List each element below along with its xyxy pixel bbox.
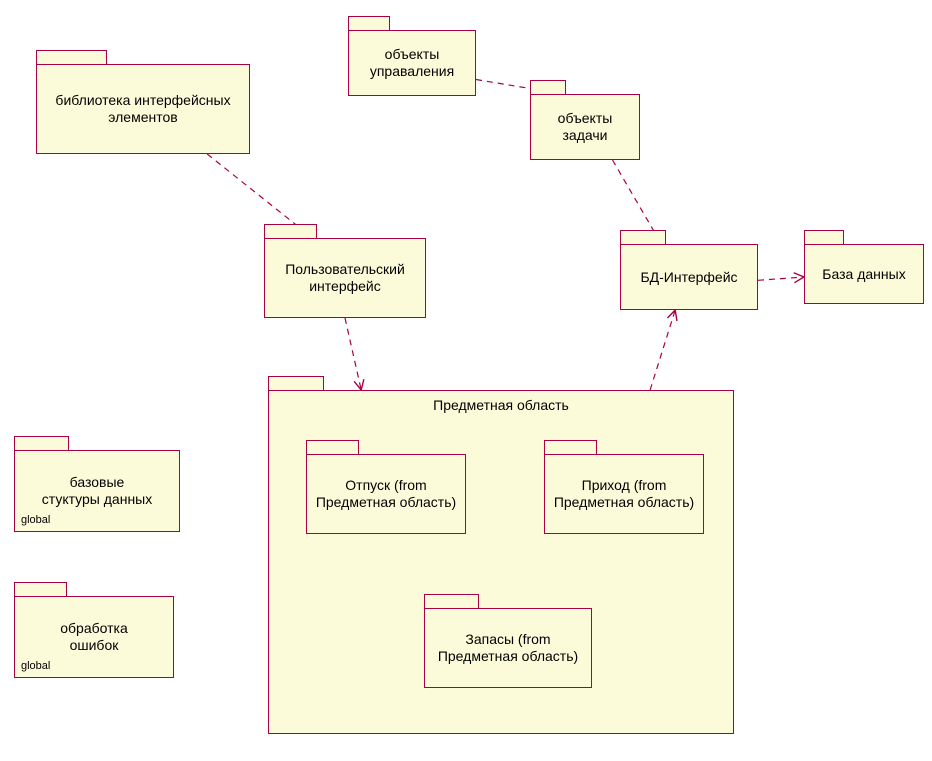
package-tab bbox=[264, 224, 317, 238]
package-body: базовые стуктуры данных global bbox=[14, 450, 180, 532]
package-tab bbox=[530, 80, 566, 94]
package-label: Предметная область bbox=[427, 397, 575, 414]
package-body: Запасы (from Предметная область) bbox=[424, 608, 592, 688]
package-body: Отпуск (from Предметная область) bbox=[306, 454, 466, 534]
package-label: базовые стуктуры данных bbox=[36, 474, 158, 508]
package-body: Приход (from Предметная область) bbox=[544, 454, 704, 534]
package-ui: Пользовательский интерфейс bbox=[264, 224, 426, 318]
package-body: БД-Интерфейс bbox=[620, 244, 758, 310]
package-base: базовые стуктуры данных global bbox=[14, 436, 180, 532]
package-body: обработка ошибок global bbox=[14, 596, 174, 678]
package-tab bbox=[620, 230, 666, 244]
package-label: Пользовательский интерфейс bbox=[279, 261, 411, 295]
edge-dbi-to-db bbox=[758, 277, 804, 280]
package-label: База данных bbox=[816, 266, 911, 283]
package-footnote: global bbox=[21, 514, 50, 527]
package-label: Отпуск (from Предметная область) bbox=[310, 477, 462, 511]
package-prihod: Приход (from Предметная область) bbox=[544, 440, 704, 534]
package-footnote: global bbox=[21, 660, 50, 673]
package-label: Приход (from Предметная область) bbox=[548, 477, 700, 511]
package-body: библиотека интерфейсных элементов bbox=[36, 64, 250, 154]
package-tab bbox=[14, 436, 69, 450]
package-tab bbox=[348, 16, 390, 30]
package-label: обработка ошибок bbox=[54, 620, 134, 654]
package-body: База данных bbox=[804, 244, 924, 304]
package-body: объекты управаления bbox=[348, 30, 476, 96]
package-body: Пользовательский интерфейс bbox=[264, 238, 426, 318]
package-tab bbox=[804, 230, 844, 244]
package-lib: библиотека интерфейсных элементов bbox=[36, 50, 250, 154]
package-label: Запасы (from Предметная область) bbox=[432, 631, 584, 665]
package-tab bbox=[544, 440, 597, 454]
package-zapas: Запасы (from Предметная область) bbox=[424, 594, 592, 688]
package-label: объекты задачи bbox=[552, 110, 619, 144]
package-tab bbox=[36, 50, 107, 64]
package-dbi: БД-Интерфейс bbox=[620, 230, 758, 310]
package-ctrl: объекты управаления bbox=[348, 16, 476, 96]
package-tab bbox=[306, 440, 359, 454]
package-tab bbox=[14, 582, 67, 596]
package-tab bbox=[424, 594, 479, 608]
package-label: БД-Интерфейс bbox=[634, 269, 743, 286]
package-task: объекты задачи bbox=[530, 80, 640, 160]
package-label: библиотека интерфейсных элементов bbox=[49, 92, 236, 126]
package-tab bbox=[268, 376, 324, 390]
package-db: База данных bbox=[804, 230, 924, 304]
package-body: объекты задачи bbox=[530, 94, 640, 160]
package-label: объекты управаления bbox=[364, 46, 460, 80]
package-err: обработка ошибок global bbox=[14, 582, 174, 678]
package-otpusk: Отпуск (from Предметная область) bbox=[306, 440, 466, 534]
diagram-canvas: библиотека интерфейсных элементов объекты… bbox=[0, 0, 932, 761]
